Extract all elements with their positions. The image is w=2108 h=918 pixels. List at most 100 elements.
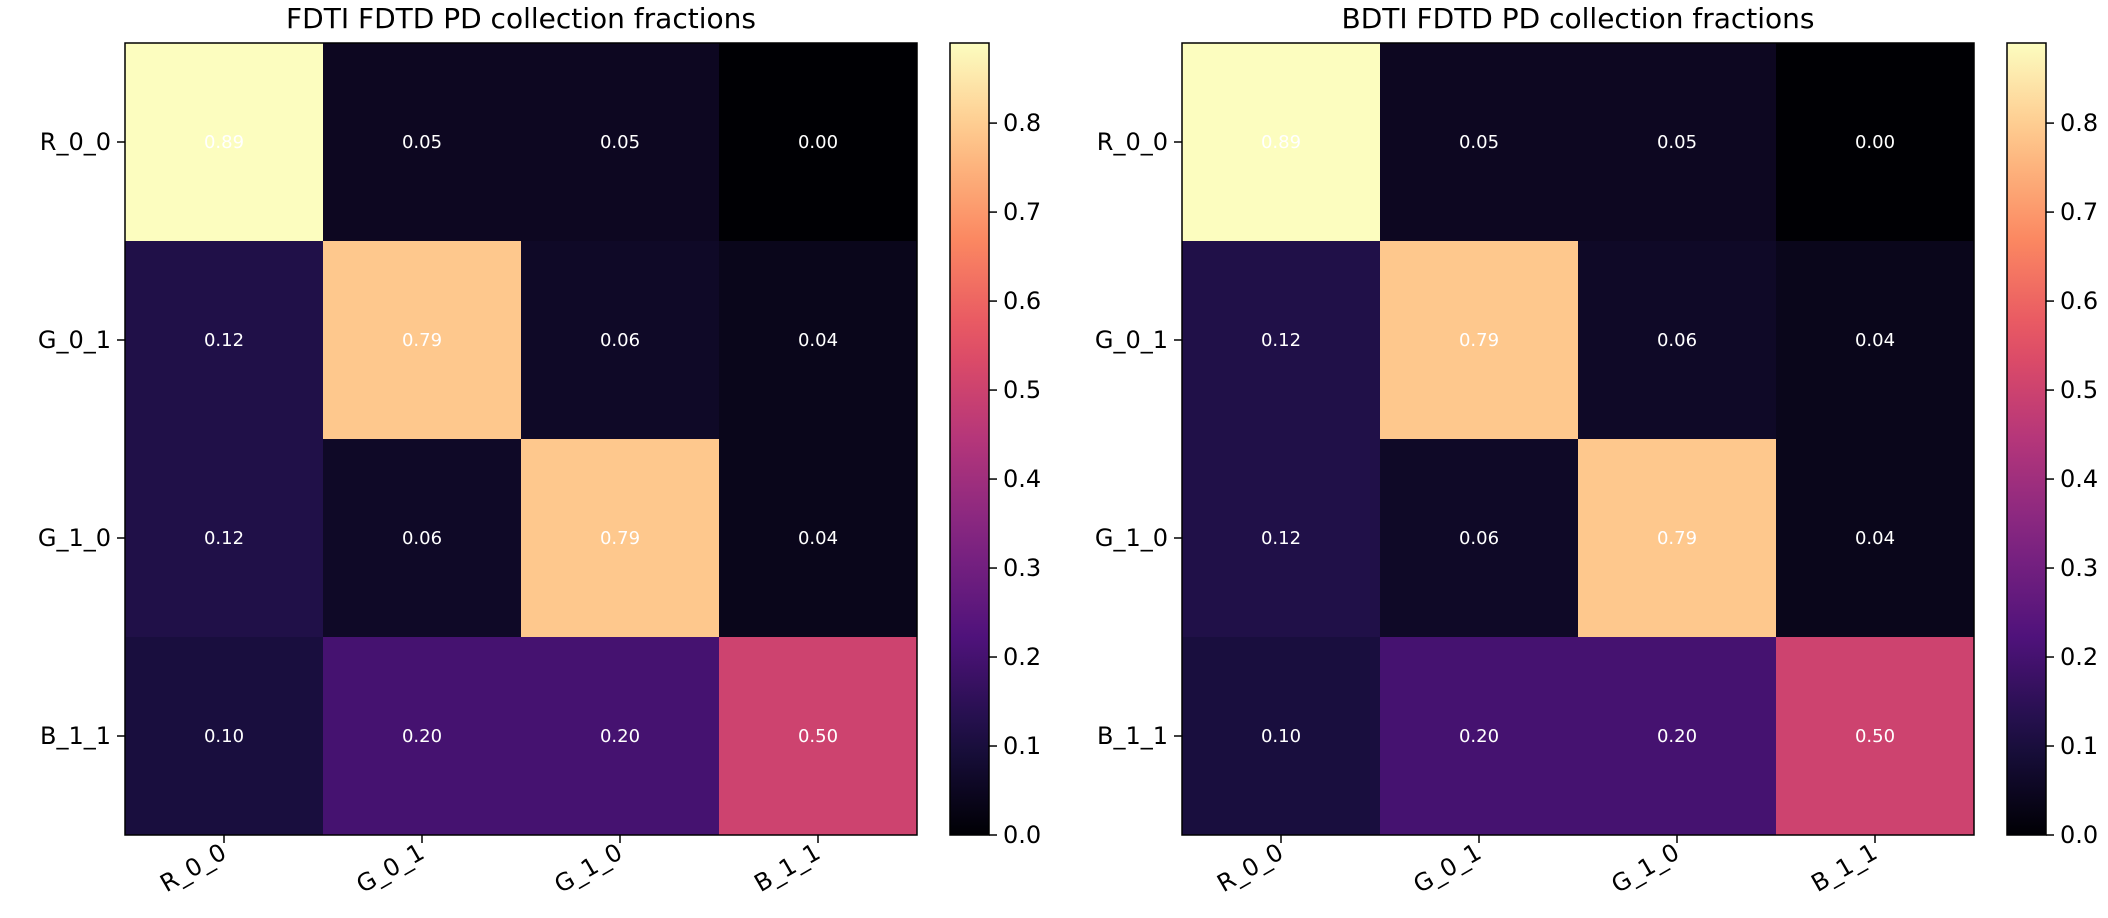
- heatmap-cell: [1182, 241, 1380, 439]
- colorbar-tick-label: 0.5: [2060, 376, 2098, 404]
- cell-value-label: 0.06: [600, 330, 640, 351]
- colorbar-tick-label: 0.2: [1003, 643, 1041, 671]
- heatmap-cell: [1380, 43, 1578, 241]
- cell-value-label: 0.05: [1657, 132, 1697, 153]
- y-tick-label: R_0_0: [1097, 128, 1168, 156]
- cell-value-label: 0.79: [1459, 330, 1499, 351]
- heatmap-cell: [125, 43, 323, 241]
- y-tick-label: B_1_1: [40, 722, 111, 750]
- cell-value-label: 0.20: [1657, 726, 1697, 747]
- x-tick-label: R_0_0: [1212, 838, 1288, 898]
- colorbar-tick-label: 0.5: [1003, 376, 1041, 404]
- cell-value-label: 0.00: [1855, 132, 1895, 153]
- y-tick-label: G_0_1: [38, 326, 111, 354]
- cell-value-label: 0.05: [1459, 132, 1499, 153]
- y-tick-label: G_1_0: [1095, 524, 1168, 552]
- colorbar-tick-label: 0.8: [2060, 109, 2098, 137]
- x-tick-label: B_1_1: [1806, 838, 1882, 898]
- cell-value-label: 0.20: [1459, 726, 1499, 747]
- heatmap-cell: [521, 439, 719, 637]
- plot-frame: [124, 42, 918, 836]
- colorbar-tick-label: 0.6: [1003, 287, 1041, 315]
- colorbar-tick-label: 0.8: [1003, 109, 1041, 137]
- cell-value-label: 0.79: [402, 330, 442, 351]
- heatmap-cell: [1578, 637, 1776, 835]
- heatmap-panel-2: BDTI FDTD PD collection fractions 0.89 0.0…: [1095, 2, 2098, 899]
- y-tick-label: G_0_1: [1095, 326, 1168, 354]
- cell-value-label: 0.79: [1657, 528, 1697, 549]
- cell-value-label: 0.12: [1261, 330, 1301, 351]
- heatmap-cell: [1776, 439, 1974, 637]
- heatmap-cell: [323, 439, 521, 637]
- x-tick-label: G_0_1: [352, 838, 429, 899]
- colorbar-tick-label: 0.7: [2060, 198, 2098, 226]
- colorbar: [949, 42, 990, 836]
- x-tick-label: G_1_0: [1607, 838, 1684, 899]
- heatmap-cell: [1776, 241, 1974, 439]
- y-tick-label: G_1_0: [38, 524, 111, 552]
- cell-value-label: 0.20: [402, 726, 442, 747]
- heatmap-cell: [1578, 241, 1776, 439]
- y-tick-label: R_0_0: [40, 128, 111, 156]
- y-tick-label: B_1_1: [1097, 722, 1168, 750]
- colorbar-tick-label: 0.3: [1003, 554, 1041, 582]
- colorbar-tick-label: 0.4: [1003, 465, 1041, 493]
- cell-value-label: 0.04: [798, 528, 838, 549]
- cell-value-label: 0.00: [798, 132, 838, 153]
- heatmap-cell: [521, 241, 719, 439]
- cell-value-label: 0.12: [204, 528, 244, 549]
- cell-value-label: 0.89: [204, 132, 244, 153]
- colorbar: [2006, 42, 2047, 836]
- x-tick-label: B_1_1: [749, 838, 825, 898]
- heatmap-cell: [719, 637, 917, 835]
- plot-frame: [1181, 42, 1975, 836]
- cell-value-label: 0.04: [1855, 528, 1895, 549]
- cell-value-label: 0.12: [1261, 528, 1301, 549]
- heatmap-cell: [521, 43, 719, 241]
- heatmap-cell: [323, 637, 521, 835]
- cell-value-label: 0.50: [1855, 726, 1895, 747]
- cell-value-label: 0.06: [1657, 330, 1697, 351]
- chart-title: FDTI FDTD PD collection fractions: [286, 2, 756, 35]
- cell-value-label: 0.10: [204, 726, 244, 747]
- heatmap-cell: [323, 241, 521, 439]
- cell-value-label: 0.89: [1261, 132, 1301, 153]
- heatmap-cell: [323, 43, 521, 241]
- heatmap-cell: [719, 43, 917, 241]
- colorbar-tick-label: 0.4: [2060, 465, 2098, 493]
- heatmap-cell: [1182, 637, 1380, 835]
- x-tick-label: R_0_0: [155, 838, 231, 898]
- colorbar-tick-label: 0.0: [2060, 821, 2098, 849]
- heatmap-cell: [125, 637, 323, 835]
- cell-value-label: 0.04: [1855, 330, 1895, 351]
- heatmap-cell: [125, 241, 323, 439]
- cell-value-label: 0.12: [204, 330, 244, 351]
- heatmap-cell: [1776, 637, 1974, 835]
- heatmap-cell: [1776, 43, 1974, 241]
- cell-value-label: 0.04: [798, 330, 838, 351]
- heatmap-cell: [1578, 439, 1776, 637]
- heatmap-cell: [1182, 439, 1380, 637]
- heatmap-cell: [521, 637, 719, 835]
- x-tick-label: G_0_1: [1409, 838, 1486, 899]
- heatmap-cell: [1380, 637, 1578, 835]
- cell-value-label: 0.06: [402, 528, 442, 549]
- chart-title: BDTI FDTD PD collection fractions: [1342, 2, 1815, 35]
- colorbar-tick-label: 0.3: [2060, 554, 2098, 582]
- heatmap-panel-1: FDTI FDTD PD collection fractions 0.89 0.0…: [38, 2, 1041, 899]
- colorbar-tick-label: 0.1: [1003, 732, 1041, 760]
- heatmap-cell: [1380, 241, 1578, 439]
- heatmap-cell: [1380, 439, 1578, 637]
- heatmap-cell: [719, 439, 917, 637]
- heatmap-cell: [1182, 43, 1380, 241]
- cell-value-label: 0.10: [1261, 726, 1301, 747]
- x-tick-label: G_1_0: [550, 838, 627, 899]
- cell-value-label: 0.50: [798, 726, 838, 747]
- cell-value-label: 0.05: [600, 132, 640, 153]
- cell-value-label: 0.06: [1459, 528, 1499, 549]
- cell-value-label: 0.79: [600, 528, 640, 549]
- heatmap-cell: [719, 241, 917, 439]
- cell-value-label: 0.20: [600, 726, 640, 747]
- heatmap-cell: [125, 439, 323, 637]
